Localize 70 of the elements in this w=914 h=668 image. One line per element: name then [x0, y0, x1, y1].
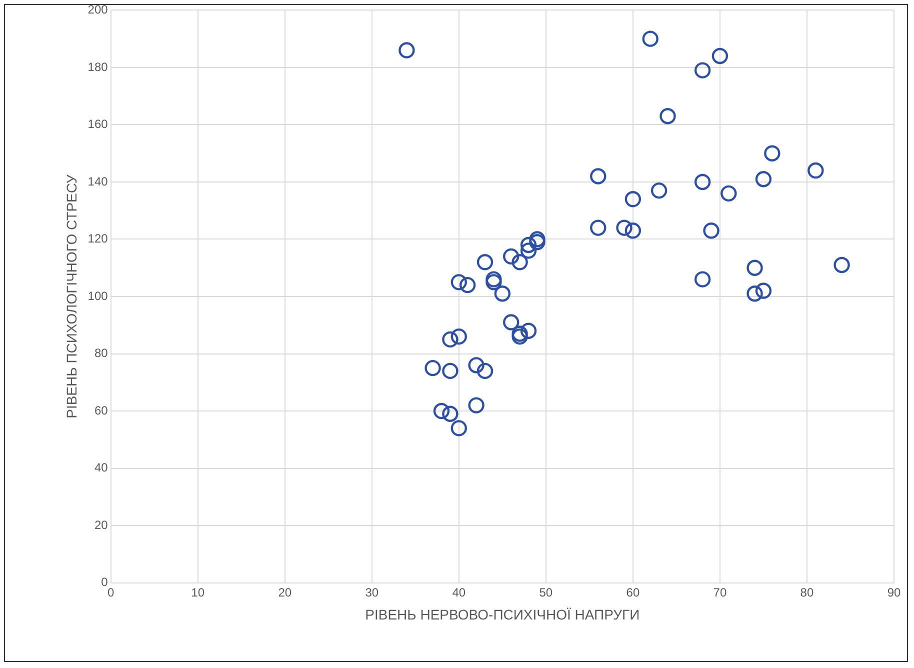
point [650, 182, 668, 199]
x-tick-label: 90 [887, 585, 901, 600]
y-tick-label: 40 [94, 460, 108, 475]
point [590, 168, 606, 184]
point [720, 185, 737, 202]
point [755, 171, 772, 188]
point [494, 286, 511, 302]
x-tick-label: 10 [191, 585, 205, 600]
point [808, 162, 824, 179]
point [694, 62, 711, 78]
point [450, 274, 467, 290]
y-tick-label: 200 [88, 2, 108, 17]
point [624, 222, 642, 239]
point [520, 322, 537, 339]
y-tick-label: 80 [94, 346, 108, 360]
point [476, 254, 494, 270]
point [746, 260, 763, 276]
x-tick-label: 30 [365, 585, 379, 600]
point [520, 236, 537, 254]
point [424, 360, 441, 376]
point [460, 276, 476, 294]
point [660, 108, 676, 124]
x-tick-label: 40 [452, 585, 466, 600]
point [468, 357, 484, 374]
point [764, 145, 780, 162]
y-tick-label: 100 [88, 288, 108, 303]
y-tick-label: 0 [101, 575, 108, 590]
y-tick-label: 180 [88, 60, 108, 74]
point [529, 231, 546, 248]
point [624, 191, 642, 208]
x-tick-label: 80 [800, 585, 814, 600]
point [450, 328, 467, 345]
point [512, 254, 528, 270]
point [694, 174, 711, 190]
x-tick-label: 60 [626, 585, 640, 600]
y-tick-label: 20 [94, 518, 108, 532]
point [520, 242, 537, 259]
point [703, 222, 720, 239]
point [433, 402, 450, 420]
point [642, 30, 658, 47]
x-tick-label: 50 [539, 585, 553, 600]
point [694, 271, 711, 288]
y-tick-label: 60 [94, 403, 108, 418]
x-tick-label: 70 [713, 585, 727, 600]
y-tick-label: 160 [88, 117, 108, 132]
point [486, 274, 502, 290]
y-axis-title: РІВЕНЬ ПСИХОЛОГІЧНОГО СТРЕСУ [63, 174, 80, 418]
point [746, 286, 763, 302]
point [616, 220, 632, 236]
point [590, 220, 606, 236]
point [512, 328, 528, 345]
point [468, 397, 484, 414]
point [476, 362, 494, 380]
point [755, 282, 772, 299]
point [503, 314, 520, 330]
point [529, 234, 546, 250]
point [503, 248, 520, 265]
point [442, 406, 458, 422]
x-axis-title: РІВЕНЬ НЕРВОВО-ПСИХІЧНОЇ НАПРУГИ [365, 606, 640, 622]
point [450, 420, 467, 436]
point [834, 256, 850, 274]
x-tick-label: 20 [278, 585, 292, 600]
y-tick-label: 120 [88, 232, 108, 246]
point [712, 48, 728, 64]
point [398, 42, 415, 58]
point [442, 362, 458, 380]
point [442, 331, 458, 348]
point [512, 326, 528, 342]
y-tick-label: 140 [88, 174, 108, 188]
point [486, 271, 502, 288]
